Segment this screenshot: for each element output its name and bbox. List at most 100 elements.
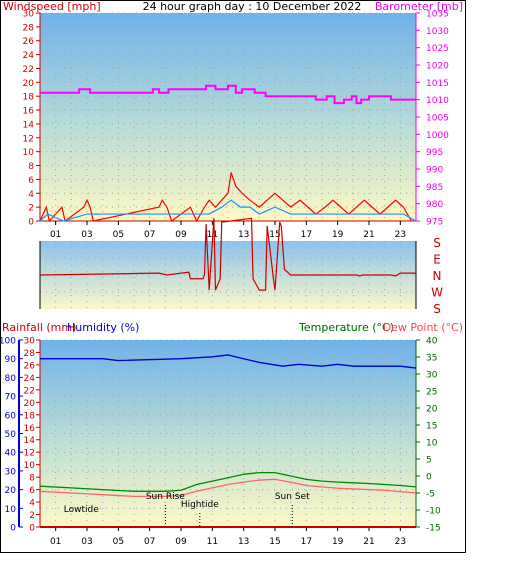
windspeed-tick-label: 16 (23, 107, 35, 117)
humidity-tick-label: 100 (0, 337, 16, 347)
temperature-x-tick-label: 15 (269, 537, 280, 547)
barometer-tick-label: 1010 (426, 96, 449, 106)
humidity-axis-label: Humidity (%) (67, 321, 139, 334)
temperature-x-tick-label: 19 (332, 537, 344, 547)
direction-label: S (433, 236, 441, 250)
humidity-line (40, 354, 417, 369)
page-title: 24 hour graph day : 10 December 2022 (143, 0, 362, 13)
barometer-line (40, 84, 416, 105)
temperature-tick-label: -10 (426, 507, 441, 517)
temperature-x-tick-label: 09 (175, 537, 187, 547)
humidity-tick-label: 20 (5, 486, 17, 496)
direction-plot-area (40, 241, 416, 309)
humidity-tick-label: 30 (5, 467, 17, 477)
windspeed-tick-label: 20 (23, 79, 35, 89)
rainfall-axis-label: Rainfall (mm) (2, 321, 76, 334)
wind-x-tick-label: 05 (113, 230, 124, 240)
wind-x-tick-label: 09 (175, 230, 187, 240)
barometer-tick-label: 1035 (426, 10, 449, 20)
temperature-ticks: 40 35 30 25 20 15 10 5 0 -5 -10 -15 (416, 337, 441, 534)
wind-gust-line (39, 172, 412, 223)
temperature-tick-label: 15 (426, 422, 437, 432)
windspeed-tick-label: 2 (28, 204, 34, 214)
windspeed-tick-label: 18 (23, 93, 35, 103)
windspeed-tick-label: 6 (28, 176, 34, 186)
barometer-tick-label: 1025 (426, 44, 449, 54)
rainfall-tick-label: 0 (29, 524, 35, 534)
rainfall-tick-label: 6 (29, 486, 35, 496)
temperature-x-tick-label: 23 (395, 537, 406, 547)
wind-x-tick-label: 13 (238, 230, 249, 240)
humidity-tick-label: 40 (5, 449, 17, 459)
barometer-tick-label: 980 (426, 200, 443, 210)
direction-label: N (433, 269, 442, 283)
barometer-tick-label: 1020 (426, 62, 449, 72)
temperature-tick-label: 0 (426, 473, 432, 483)
wind-x-tick-label: 01 (50, 230, 61, 240)
wind-x-tick-label: 07 (144, 230, 155, 240)
direction-label: S (433, 302, 441, 316)
rainfall-tick-label: 20 (24, 399, 36, 409)
annotation-label: Hightide (181, 500, 219, 510)
rainfall-tick-label: 4 (29, 499, 35, 509)
rainfall-tick-label: 24 (24, 374, 36, 384)
humidity-tick-label: 50 (5, 430, 17, 440)
humidity-tick-label: 60 (5, 411, 17, 421)
wind-average-line (39, 199, 417, 222)
wind-x-tick-label: 19 (332, 230, 344, 240)
temperature-x-tick-label: 11 (207, 537, 218, 547)
barometer-tick-label: 1030 (426, 27, 449, 37)
temperature-tick-label: 25 (426, 388, 437, 398)
temperature-tick-label: 40 (426, 337, 438, 347)
direction-series (39, 217, 416, 291)
wind-x-tick-label: 15 (269, 230, 280, 240)
rainfall-tick-label: 12 (24, 449, 35, 459)
rainfall-tick-label: 14 (24, 436, 36, 446)
windspeed-tick-label: 8 (28, 162, 34, 172)
temperature-x-tick-label: 21 (363, 537, 374, 547)
barometer-tick-label: 985 (426, 183, 443, 193)
temperature-tick-label: 20 (426, 405, 438, 415)
wind-x-tick-label: 17 (301, 230, 312, 240)
annotation-label: Sun Set (275, 492, 310, 502)
dewpoint-axis-label: Dew Point (°C) (383, 321, 463, 334)
wind-x-tick-label: 21 (363, 230, 374, 240)
barometer-ticks: 975 980 985 990 995 1000 1005 1010 1015 1020 1025 1… (416, 10, 449, 228)
rainfall-tick-label: 8 (29, 474, 35, 484)
direction-label: W (431, 286, 443, 300)
rainfall-tick-label: 22 (24, 386, 35, 396)
temperature-x-tick-label: 01 (50, 537, 61, 547)
temperature-axis-label: Temperature (°C) (298, 321, 394, 334)
windspeed-tick-label: 24 (23, 51, 35, 61)
annotation-label: Sun Rise (146, 492, 185, 502)
dewpoint-line (39, 478, 417, 498)
windspeed-tick-label: 0 (28, 218, 34, 228)
wind-direction-line (39, 217, 416, 291)
barometer-tick-label: 995 (426, 148, 443, 158)
annotation-label: Lowtide (64, 505, 99, 515)
rainfall-tick-label: 2 (29, 511, 35, 521)
humidity-tick-label: 90 (5, 355, 17, 365)
rainfall-tick-label: 18 (24, 411, 36, 421)
windspeed-tick-label: 30 (23, 10, 35, 20)
temperature-plot-area (40, 340, 416, 527)
humidity-tick-label: 0 (10, 524, 16, 534)
temperature-line (39, 471, 417, 492)
rainfall-tick-label: 10 (24, 461, 36, 471)
rainfall-tick-label: 26 (24, 361, 36, 371)
temperature-x-tick-label: 03 (81, 537, 92, 547)
barometer-tick-label: 1015 (426, 79, 449, 89)
wind-series (39, 84, 417, 223)
temperature-x-tick-label: 13 (238, 537, 249, 547)
barometer-tick-label: 990 (426, 166, 443, 176)
rainfall-tick-label: 30 (24, 337, 36, 347)
temperature-tick-label: -5 (426, 490, 435, 500)
windspeed-axis-label: Windspeed [mph] (3, 0, 101, 13)
windspeed-tick-label: 12 (23, 134, 34, 144)
windspeed-tick-label: 4 (28, 190, 34, 200)
